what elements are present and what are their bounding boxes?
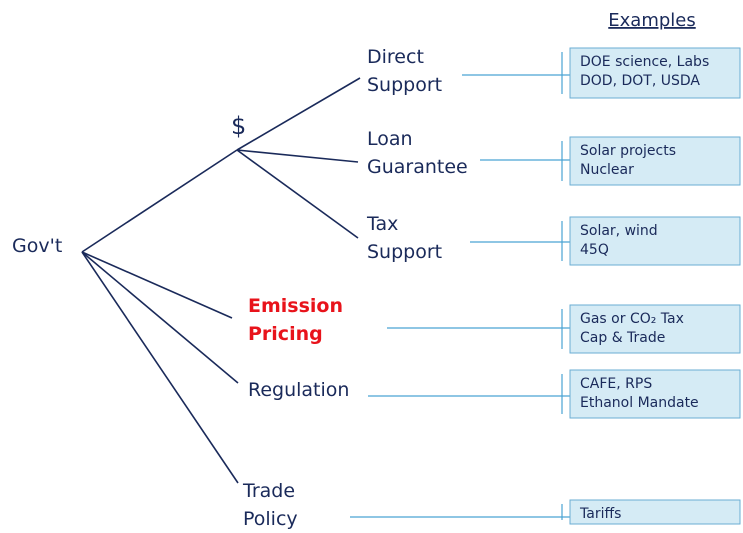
node-label: Regulation <box>248 379 349 401</box>
node-label-line: Emission <box>248 295 343 317</box>
node-label: Loan Guarantee <box>367 128 468 178</box>
node-label-line: Regulation <box>248 379 349 401</box>
example-text: DOE science, Labs <box>580 54 709 70</box>
example-text: Solar projects <box>580 143 676 159</box>
node-label-line: Policy <box>243 508 298 530</box>
node-label-line: Pricing <box>248 323 323 345</box>
examples-header: Examples <box>608 10 695 31</box>
node-label-line: Support <box>367 241 442 263</box>
node-label-line: Guarantee <box>367 156 468 178</box>
example-box <box>569 216 741 266</box>
node-label: Tax Support <box>366 213 442 263</box>
root-label: Gov't <box>12 235 62 257</box>
node-label-line: Tax <box>366 213 398 235</box>
node-label-line: Trade <box>242 480 295 502</box>
example-box <box>569 304 741 354</box>
example-box <box>569 499 741 525</box>
example-text: Ethanol Mandate <box>580 395 699 411</box>
funding-label: $ <box>231 112 246 140</box>
example-box <box>569 47 741 99</box>
example-text: Solar, wind <box>580 223 658 239</box>
node-label: Direct Support <box>367 46 442 96</box>
example-text: Cap & Trade <box>580 330 665 346</box>
example-text: 45Q <box>580 242 609 258</box>
example-text: DOD, DOT, USDA <box>580 73 700 89</box>
example-text: CAFE, RPS <box>580 376 652 392</box>
node-label: Emission Pricing <box>248 295 343 345</box>
node-label-line: Direct <box>367 46 424 68</box>
node-label-line: Support <box>367 74 442 96</box>
example-box <box>569 136 741 186</box>
example-text: Tariffs <box>579 506 621 522</box>
node-label: Trade Policy <box>242 480 298 530</box>
tree-lines <box>81 77 361 484</box>
example-text: Gas or CO₂ Tax <box>580 311 684 327</box>
example-text: Nuclear <box>580 162 634 178</box>
example-box <box>569 369 741 419</box>
node-label-line: Loan <box>367 128 413 150</box>
